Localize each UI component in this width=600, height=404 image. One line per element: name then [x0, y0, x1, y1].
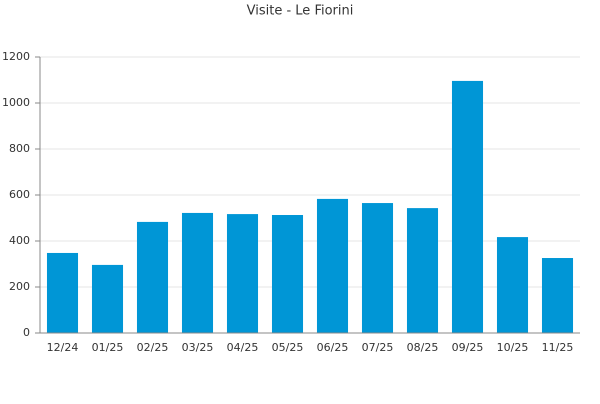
bar — [361, 203, 394, 333]
y-tick-label: 1000 — [2, 96, 30, 109]
bar — [271, 215, 304, 333]
x-tick-label: 03/25 — [182, 341, 214, 354]
x-tick-label: 06/25 — [317, 341, 349, 354]
y-tick-label: 400 — [9, 234, 30, 247]
bar — [226, 214, 259, 333]
bar — [316, 198, 349, 333]
bar — [496, 237, 529, 333]
chart-title: Visite - Le Fiorini — [247, 4, 354, 19]
bar — [46, 252, 79, 333]
y-tick-label: 600 — [9, 188, 30, 201]
x-tick-label: 01/25 — [92, 341, 124, 354]
bar — [91, 264, 124, 333]
y-tick-label: 800 — [9, 142, 30, 155]
x-tick-label: 08/25 — [407, 341, 439, 354]
x-tick-label: 04/25 — [227, 341, 259, 354]
x-tick-label: 11/25 — [542, 341, 574, 354]
y-tick-label: 0 — [23, 326, 30, 339]
y-tick-label: 200 — [9, 280, 30, 293]
x-tick-label: 05/25 — [272, 341, 304, 354]
bar — [406, 208, 439, 333]
x-tick-label: 12/24 — [47, 341, 79, 354]
x-tick-label: 09/25 — [452, 341, 484, 354]
x-tick-label: 02/25 — [137, 341, 169, 354]
y-tick-label: 1200 — [2, 50, 30, 63]
bar — [181, 212, 214, 333]
bar — [136, 221, 169, 333]
bar — [451, 80, 484, 333]
bar — [541, 258, 574, 333]
x-tick-label: 07/25 — [362, 341, 394, 354]
x-tick-label: 10/25 — [497, 341, 529, 354]
